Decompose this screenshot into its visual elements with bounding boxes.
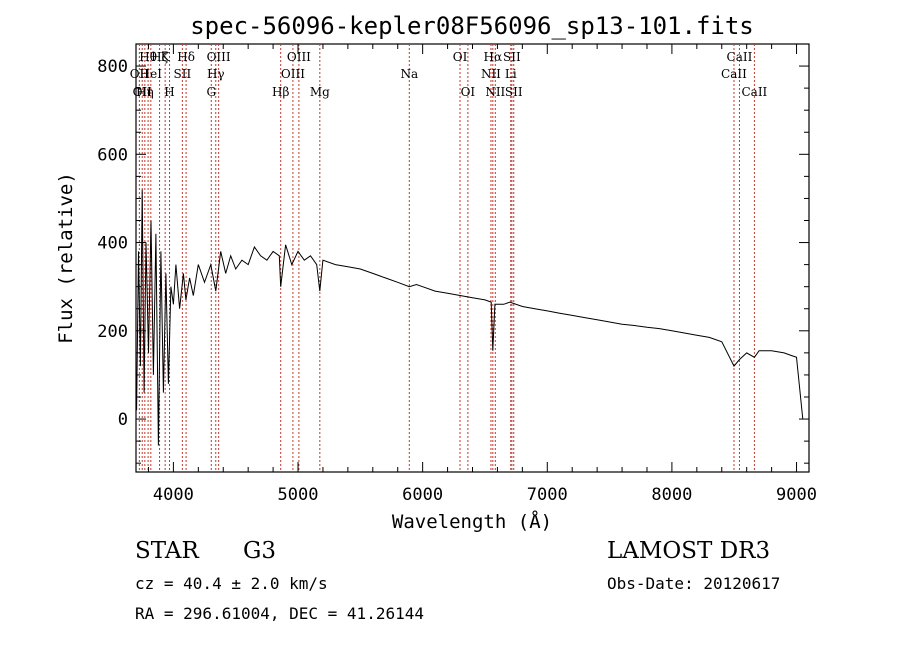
y-tick-label: 0	[118, 410, 128, 430]
y-axis-label: Flux (relative)	[55, 172, 77, 344]
line-label: OI	[461, 85, 476, 99]
x-axis-label: Wavelength (Å)	[392, 510, 552, 533]
line-label: H	[164, 85, 174, 99]
line-label: SII	[505, 85, 523, 99]
line-label: Li	[505, 67, 517, 81]
chart-title: spec-56096-kepler08F56096_sp13-101.fits	[190, 12, 754, 40]
line-label: CaII	[727, 50, 753, 64]
survey-name: LAMOST DR3	[607, 538, 771, 564]
x-tick-label: 4000	[153, 485, 194, 505]
line-label: CaII	[741, 85, 767, 99]
object-class: STAR	[135, 538, 199, 564]
object-subclass: G3	[243, 538, 277, 564]
line-label: Hθ	[139, 50, 157, 64]
y-tick-label: 400	[97, 234, 128, 254]
line-label: NII	[481, 67, 501, 81]
line-label: Hη	[136, 85, 154, 99]
line-label: HeI	[140, 67, 163, 81]
line-label: OIII	[281, 67, 305, 81]
line-label: Hγ	[207, 67, 225, 81]
line-label: G	[206, 85, 216, 99]
x-axis-ticks: 4000 5000 6000 7000 8000 9000	[147, 44, 817, 505]
redshift-value: cz = 40.4 ± 2.0 km/s	[135, 574, 328, 593]
x-tick-label: 8000	[651, 485, 692, 505]
line-label: Hα	[484, 50, 503, 64]
line-label: Hβ	[272, 85, 289, 99]
x-tick-label: 6000	[402, 485, 443, 505]
line-label: Hδ	[177, 50, 195, 64]
y-tick-label: 200	[97, 322, 128, 342]
line-label: Hζ	[151, 50, 168, 64]
y-tick-label: 600	[97, 145, 128, 165]
plot-frame	[135, 43, 810, 473]
line-label: Mg	[310, 85, 330, 99]
line-label: SII	[503, 50, 521, 64]
emission-line-labels: OIIOIIHηHθHeIHζKHSIIHδGHγOIIIHβOIIIOIIIM…	[130, 50, 768, 99]
line-label: Na	[400, 67, 418, 81]
line-label: NII	[485, 85, 505, 99]
line-label: SII	[174, 67, 192, 81]
line-label: K	[161, 50, 171, 64]
line-label: OIII	[207, 50, 231, 64]
emission-line-markers	[138, 44, 755, 472]
line-label: CaII	[721, 67, 747, 81]
line-label: OI	[453, 50, 468, 64]
coordinates: RA = 296.61004, DEC = 41.26144	[135, 604, 424, 623]
x-tick-label: 5000	[278, 485, 319, 505]
spectrum-line	[136, 189, 804, 446]
observation-date: Obs-Date: 20120617	[607, 574, 781, 593]
x-tick-label: 7000	[527, 485, 568, 505]
x-tick-label: 9000	[776, 485, 817, 505]
line-label: OIII	[287, 50, 311, 64]
y-tick-label: 800	[97, 57, 128, 77]
line-label: OII	[130, 67, 150, 81]
y-axis-ticks: 0 200 400 600 800	[97, 57, 809, 464]
